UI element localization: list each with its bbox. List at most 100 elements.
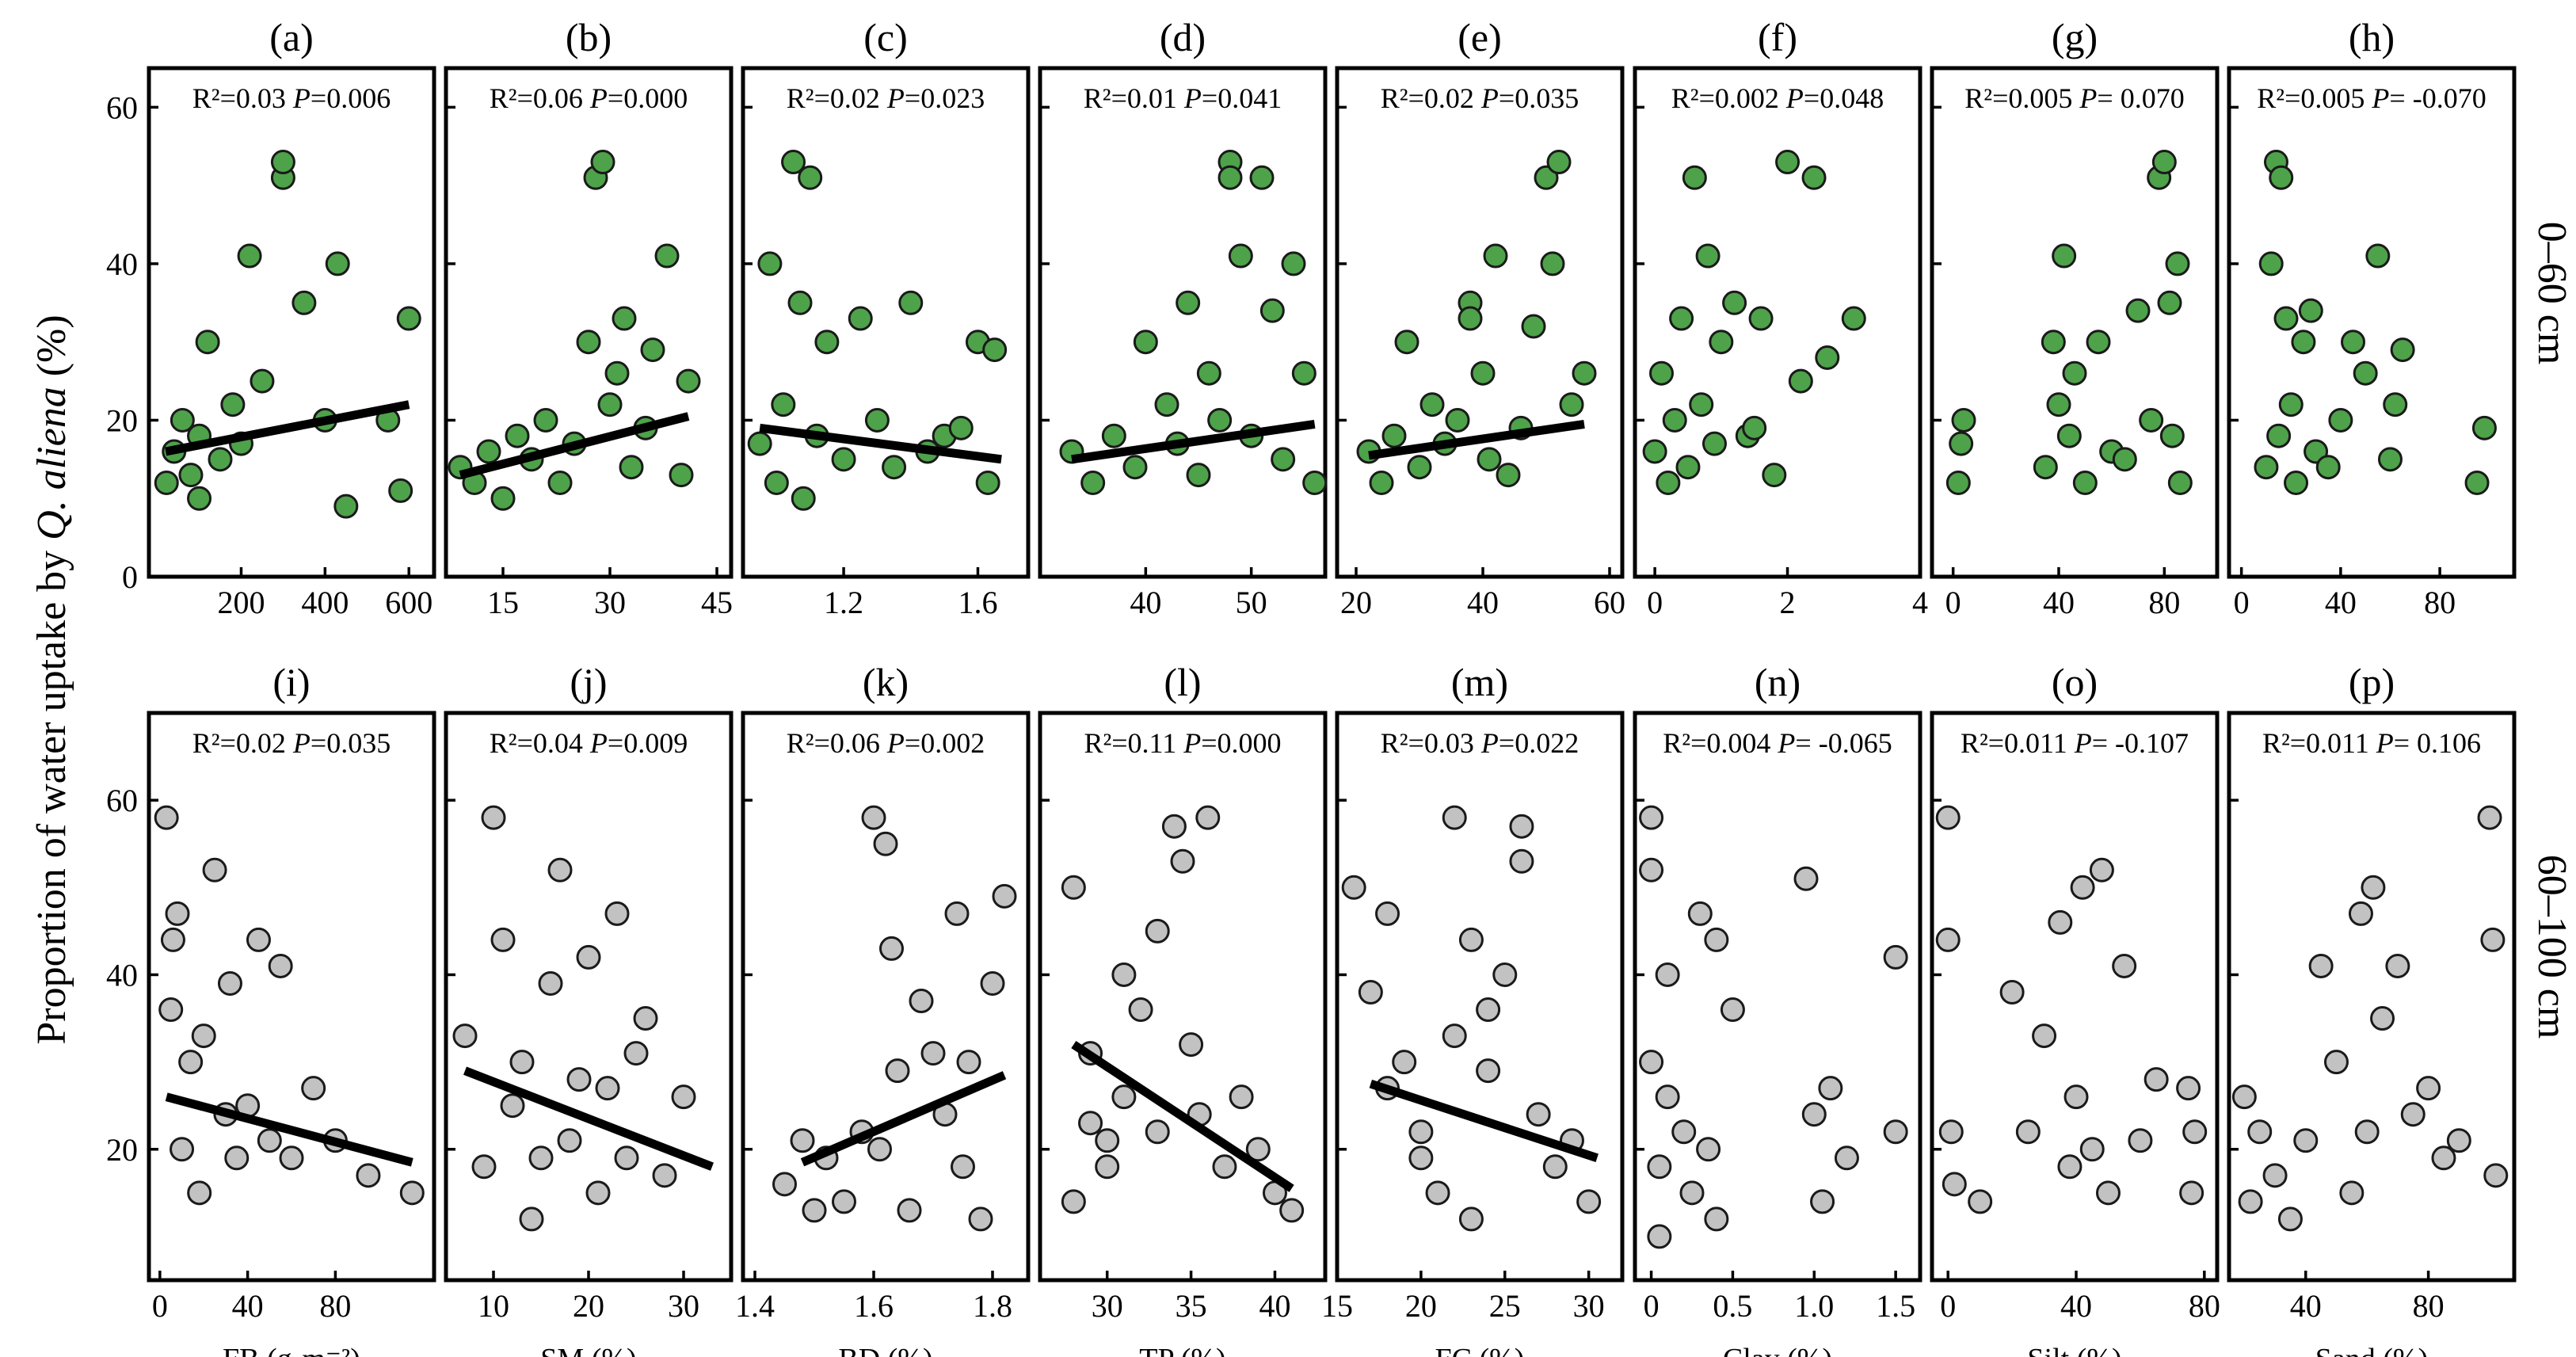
data-point: [1526, 1102, 1551, 1127]
data-point: [1542, 1154, 1568, 1180]
x-tick-label: 40: [232, 1288, 264, 1324]
data-point: [1689, 392, 1714, 417]
trend-line: [800, 1071, 1007, 1167]
data-point: [595, 1076, 620, 1101]
data-point: [1655, 1084, 1680, 1110]
data-point: [790, 1128, 815, 1153]
data-point: [1176, 290, 1201, 315]
data-point: [1801, 1102, 1827, 1127]
data-point: [814, 330, 840, 355]
data-point: [1458, 927, 1484, 952]
data-point: [2182, 1119, 2208, 1145]
data-point: [1883, 944, 1908, 970]
trend-line: [1071, 1040, 1294, 1192]
data-point: [1942, 1172, 1967, 1197]
data-point: [885, 1058, 910, 1084]
x-tick-label: 20: [1405, 1288, 1437, 1324]
data-point: [1458, 306, 1483, 331]
panel-label: (l): [1164, 660, 1201, 704]
x-tick-label: 1.0: [1794, 1288, 1834, 1324]
x-tick-label: 2: [1780, 585, 1796, 620]
data-point: [1425, 1180, 1450, 1206]
data-point: [2258, 251, 2284, 276]
x-tick-label: 45: [701, 585, 733, 620]
data-point: [1470, 360, 1496, 386]
x-tick-label: 80: [319, 1288, 351, 1324]
panel-label: (c): [863, 15, 908, 59]
data-point: [2291, 330, 2316, 355]
data-point: [2262, 1163, 2288, 1188]
data-point: [158, 997, 184, 1023]
data-point: [1841, 306, 1866, 331]
data-point: [2151, 150, 2177, 175]
data-point: [2231, 1084, 2257, 1110]
data-point: [301, 1076, 326, 1101]
x-axis-title: Silt (%): [2027, 1343, 2121, 1357]
data-point: [1720, 997, 1745, 1023]
data-point: [1078, 1111, 1103, 1136]
panel-label: (h): [2349, 15, 2395, 59]
data-point: [1195, 805, 1221, 830]
data-point: [246, 927, 271, 952]
panel-d: (d) 40 50 R²=0.01 P=0.041: [1038, 15, 1328, 620]
data-point: [1576, 1189, 1602, 1214]
data-point: [898, 290, 924, 315]
data-point: [772, 1172, 797, 1197]
x-axis-title: FB (g·m⁻²): [223, 1343, 360, 1357]
data-point: [948, 415, 974, 440]
data-point: [1375, 901, 1400, 926]
data-point: [1358, 979, 1383, 1004]
x-axis-title: FC (%): [1435, 1343, 1525, 1357]
data-point: [195, 330, 220, 355]
data-point: [178, 463, 204, 488]
data-point: [1655, 962, 1680, 987]
data-point: [1442, 1023, 1467, 1049]
data-point: [1095, 1128, 1120, 1153]
stat-annotation: R²=0.02 P=0.035: [192, 727, 391, 759]
data-point: [633, 1006, 658, 1031]
data-point: [2354, 1119, 2380, 1145]
data-point: [832, 1189, 856, 1214]
y-tick-label: 40: [106, 957, 138, 993]
x-tick-label: 30: [1092, 1288, 1123, 1324]
data-point: [585, 1180, 611, 1206]
data-point: [909, 989, 934, 1014]
panel-label: (j): [570, 660, 607, 704]
data-point: [897, 1198, 922, 1223]
y-tick-label: 60: [106, 783, 138, 818]
panel-label: (b): [566, 15, 612, 59]
x-tick-label: 0.5: [1713, 1288, 1752, 1324]
x-axis-title: Clay (%): [1723, 1343, 1832, 1357]
panel-frame: [1633, 711, 1922, 1283]
data-point: [1639, 805, 1664, 830]
data-point: [2157, 290, 2182, 315]
panel-label: (g): [2052, 15, 2098, 59]
data-point: [2284, 470, 2309, 495]
data-point: [2269, 165, 2294, 190]
data-point: [1061, 875, 1086, 900]
x-tick-label: 0: [1644, 1288, 1660, 1324]
data-point: [2032, 1023, 2057, 1049]
data-point: [2483, 1163, 2509, 1188]
y-tick-label: 40: [106, 246, 138, 282]
data-point: [396, 306, 421, 331]
data-point: [1639, 1050, 1664, 1075]
data-point: [1748, 306, 1774, 331]
data-point: [2046, 392, 2071, 417]
data-point: [791, 486, 816, 511]
trend-line: [1071, 419, 1316, 464]
data-point: [1170, 848, 1195, 874]
data-point: [1788, 368, 1813, 394]
data-point: [1122, 455, 1148, 480]
data-point: [1408, 1119, 1434, 1145]
data-point: [2062, 360, 2087, 386]
data-point: [237, 243, 262, 269]
x-axis-title: TP (%): [1139, 1343, 1225, 1357]
data-point: [1540, 251, 1565, 276]
trend-line: [165, 1092, 413, 1167]
panel-frame: [741, 66, 1031, 579]
data-point: [1445, 407, 1470, 433]
data-point: [2431, 1145, 2456, 1171]
data-point: [1679, 1180, 1705, 1206]
x-tick-label: 80: [2413, 1288, 2445, 1324]
